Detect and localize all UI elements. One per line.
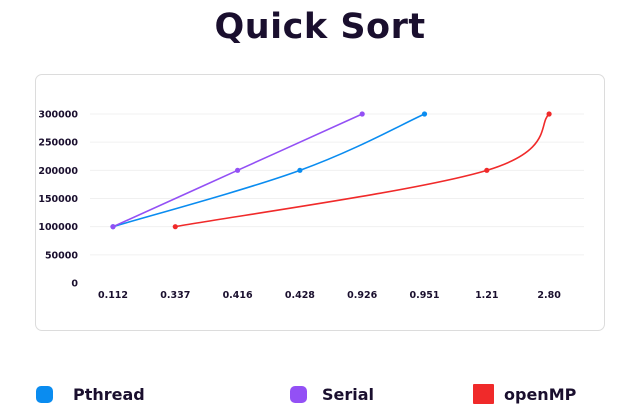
legend-label-openmp: openMP [504,384,577,404]
legend-item-openmp[interactable]: openMP [473,377,576,411]
y-tick-label: 150000 [38,194,78,205]
y-tick-label: 200000 [38,166,78,177]
data-point-serial [110,224,116,230]
line-chart: 0 50000 100000 150000 200000 250000 300000 0.1… [38,110,584,301]
x-axis-ticks: 0.112 0.337 0.416 0.428 0.926 0.951 1.21 2.80 [98,290,561,301]
y-tick-label: 0 [71,279,78,290]
legend-swatch-serial [290,385,307,403]
legend-item-serial[interactable]: Serial [290,377,374,411]
x-tick-label: 0.951 [409,290,439,301]
y-axis-ticks: 0 50000 100000 150000 200000 250000 300000 [38,110,78,290]
data-point-pthread [297,167,303,173]
x-tick-label: 2.80 [537,290,561,301]
x-tick-label: 0.112 [98,290,128,301]
y-tick-label: 300000 [38,110,78,121]
series-line-openmp [174,113,550,228]
data-point-serial [359,111,365,117]
x-tick-label: 0.428 [285,290,315,301]
chart-legend: Pthread Serial openMP [0,377,640,411]
data-point-openmp [172,224,178,230]
x-tick-label: 0.416 [223,290,253,301]
chart-card: 0 50000 100000 150000 200000 250000 300000 0.1… [35,74,605,331]
data-point-pthread [421,111,428,117]
page-title: Quick Sort [214,7,426,47]
data-point-openmp [484,167,490,173]
series-points [110,111,552,230]
legend-item-pthread[interactable]: Pthread [36,377,145,411]
legend-label-serial: Serial [322,384,375,404]
y-tick-label: 250000 [38,138,78,149]
legend-swatch-pthread [36,385,53,403]
data-point-serial [235,167,241,173]
x-tick-label: 0.926 [347,290,377,301]
legend-swatch-openmp [473,384,494,404]
y-tick-label: 100000 [38,222,78,233]
grid-lines [90,113,584,256]
x-tick-label: 0.337 [160,290,190,301]
data-point-openmp [546,111,552,117]
y-tick-label: 50000 [45,250,78,261]
x-tick-label: 1.21 [475,290,498,301]
legend-label-pthread: Pthread [73,384,145,404]
